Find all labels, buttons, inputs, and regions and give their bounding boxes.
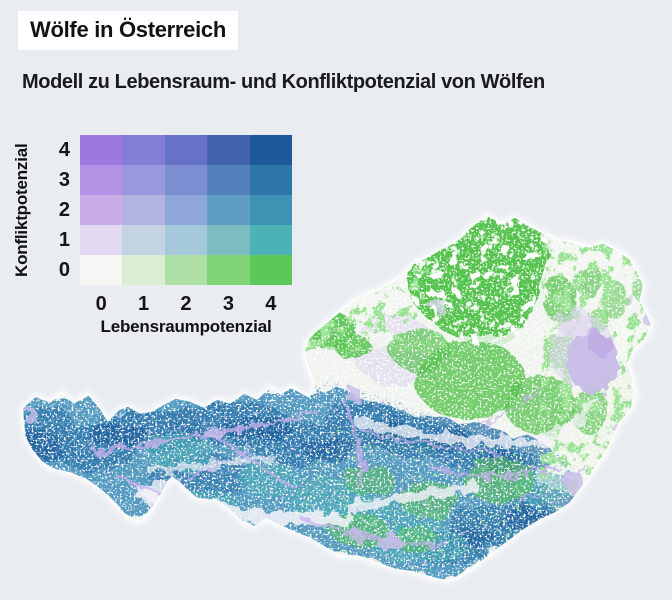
legend-x-tick: 0 (95, 292, 107, 315)
legend-y-tick: 2 (58, 198, 70, 221)
legend-x-axis-label: Lebensraumpotenzial (100, 317, 272, 336)
legend-y-tick: 0 (58, 258, 70, 281)
legend-cell (164, 165, 208, 195)
legend-y-axis-label: Konfliktpotenzial (12, 143, 31, 277)
legend-cell (80, 165, 123, 195)
country-outline (21, 214, 653, 582)
legend-cell (164, 255, 208, 285)
legend-cell (164, 135, 208, 165)
legend-cell (80, 195, 123, 225)
legend-y-tick: 4 (58, 138, 70, 161)
legend-x-tick: 4 (265, 292, 277, 315)
legend-cell (80, 225, 123, 255)
legend-cell (80, 135, 123, 165)
page-title: Wölfe in Österreich (30, 17, 227, 42)
title-chip: Wölfe in Österreich (18, 11, 239, 50)
legend-cell (249, 255, 292, 285)
legend-y-tick: 1 (58, 228, 70, 251)
legend-cell (122, 135, 165, 165)
legend-x-ticks: 0 1 2 3 4 (80, 292, 292, 316)
legend-y-tick: 3 (58, 168, 70, 191)
legend-cell (207, 135, 250, 165)
legend-cell (249, 195, 292, 225)
legend-y-ticks: 4 3 2 1 0 (42, 135, 70, 285)
legend-x-tick: 1 (138, 292, 150, 315)
legend-cell (207, 165, 250, 195)
subtitle: Modell zu Lebensraum- und Konfliktpotenz… (22, 71, 545, 93)
legend-cell (207, 255, 250, 285)
legend-cell (207, 225, 250, 255)
legend-color-matrix (80, 135, 292, 285)
legend-cell (80, 255, 123, 285)
legend-cell (122, 255, 165, 285)
legend-x-tick: 3 (222, 292, 234, 315)
legend-cell (207, 195, 250, 225)
legend-cell (122, 225, 165, 255)
legend-cell (122, 195, 165, 225)
legend-x-tick: 2 (180, 292, 192, 315)
legend-cell (122, 165, 165, 195)
legend-cell (249, 135, 292, 165)
legend-cell (164, 225, 208, 255)
legend-cell (249, 165, 292, 195)
legend-cell (249, 225, 292, 255)
bivariate-legend: Konfliktpotenzial 4 3 2 1 0 0 1 2 3 4 Le… (0, 0, 340, 350)
legend-cell (164, 195, 208, 225)
